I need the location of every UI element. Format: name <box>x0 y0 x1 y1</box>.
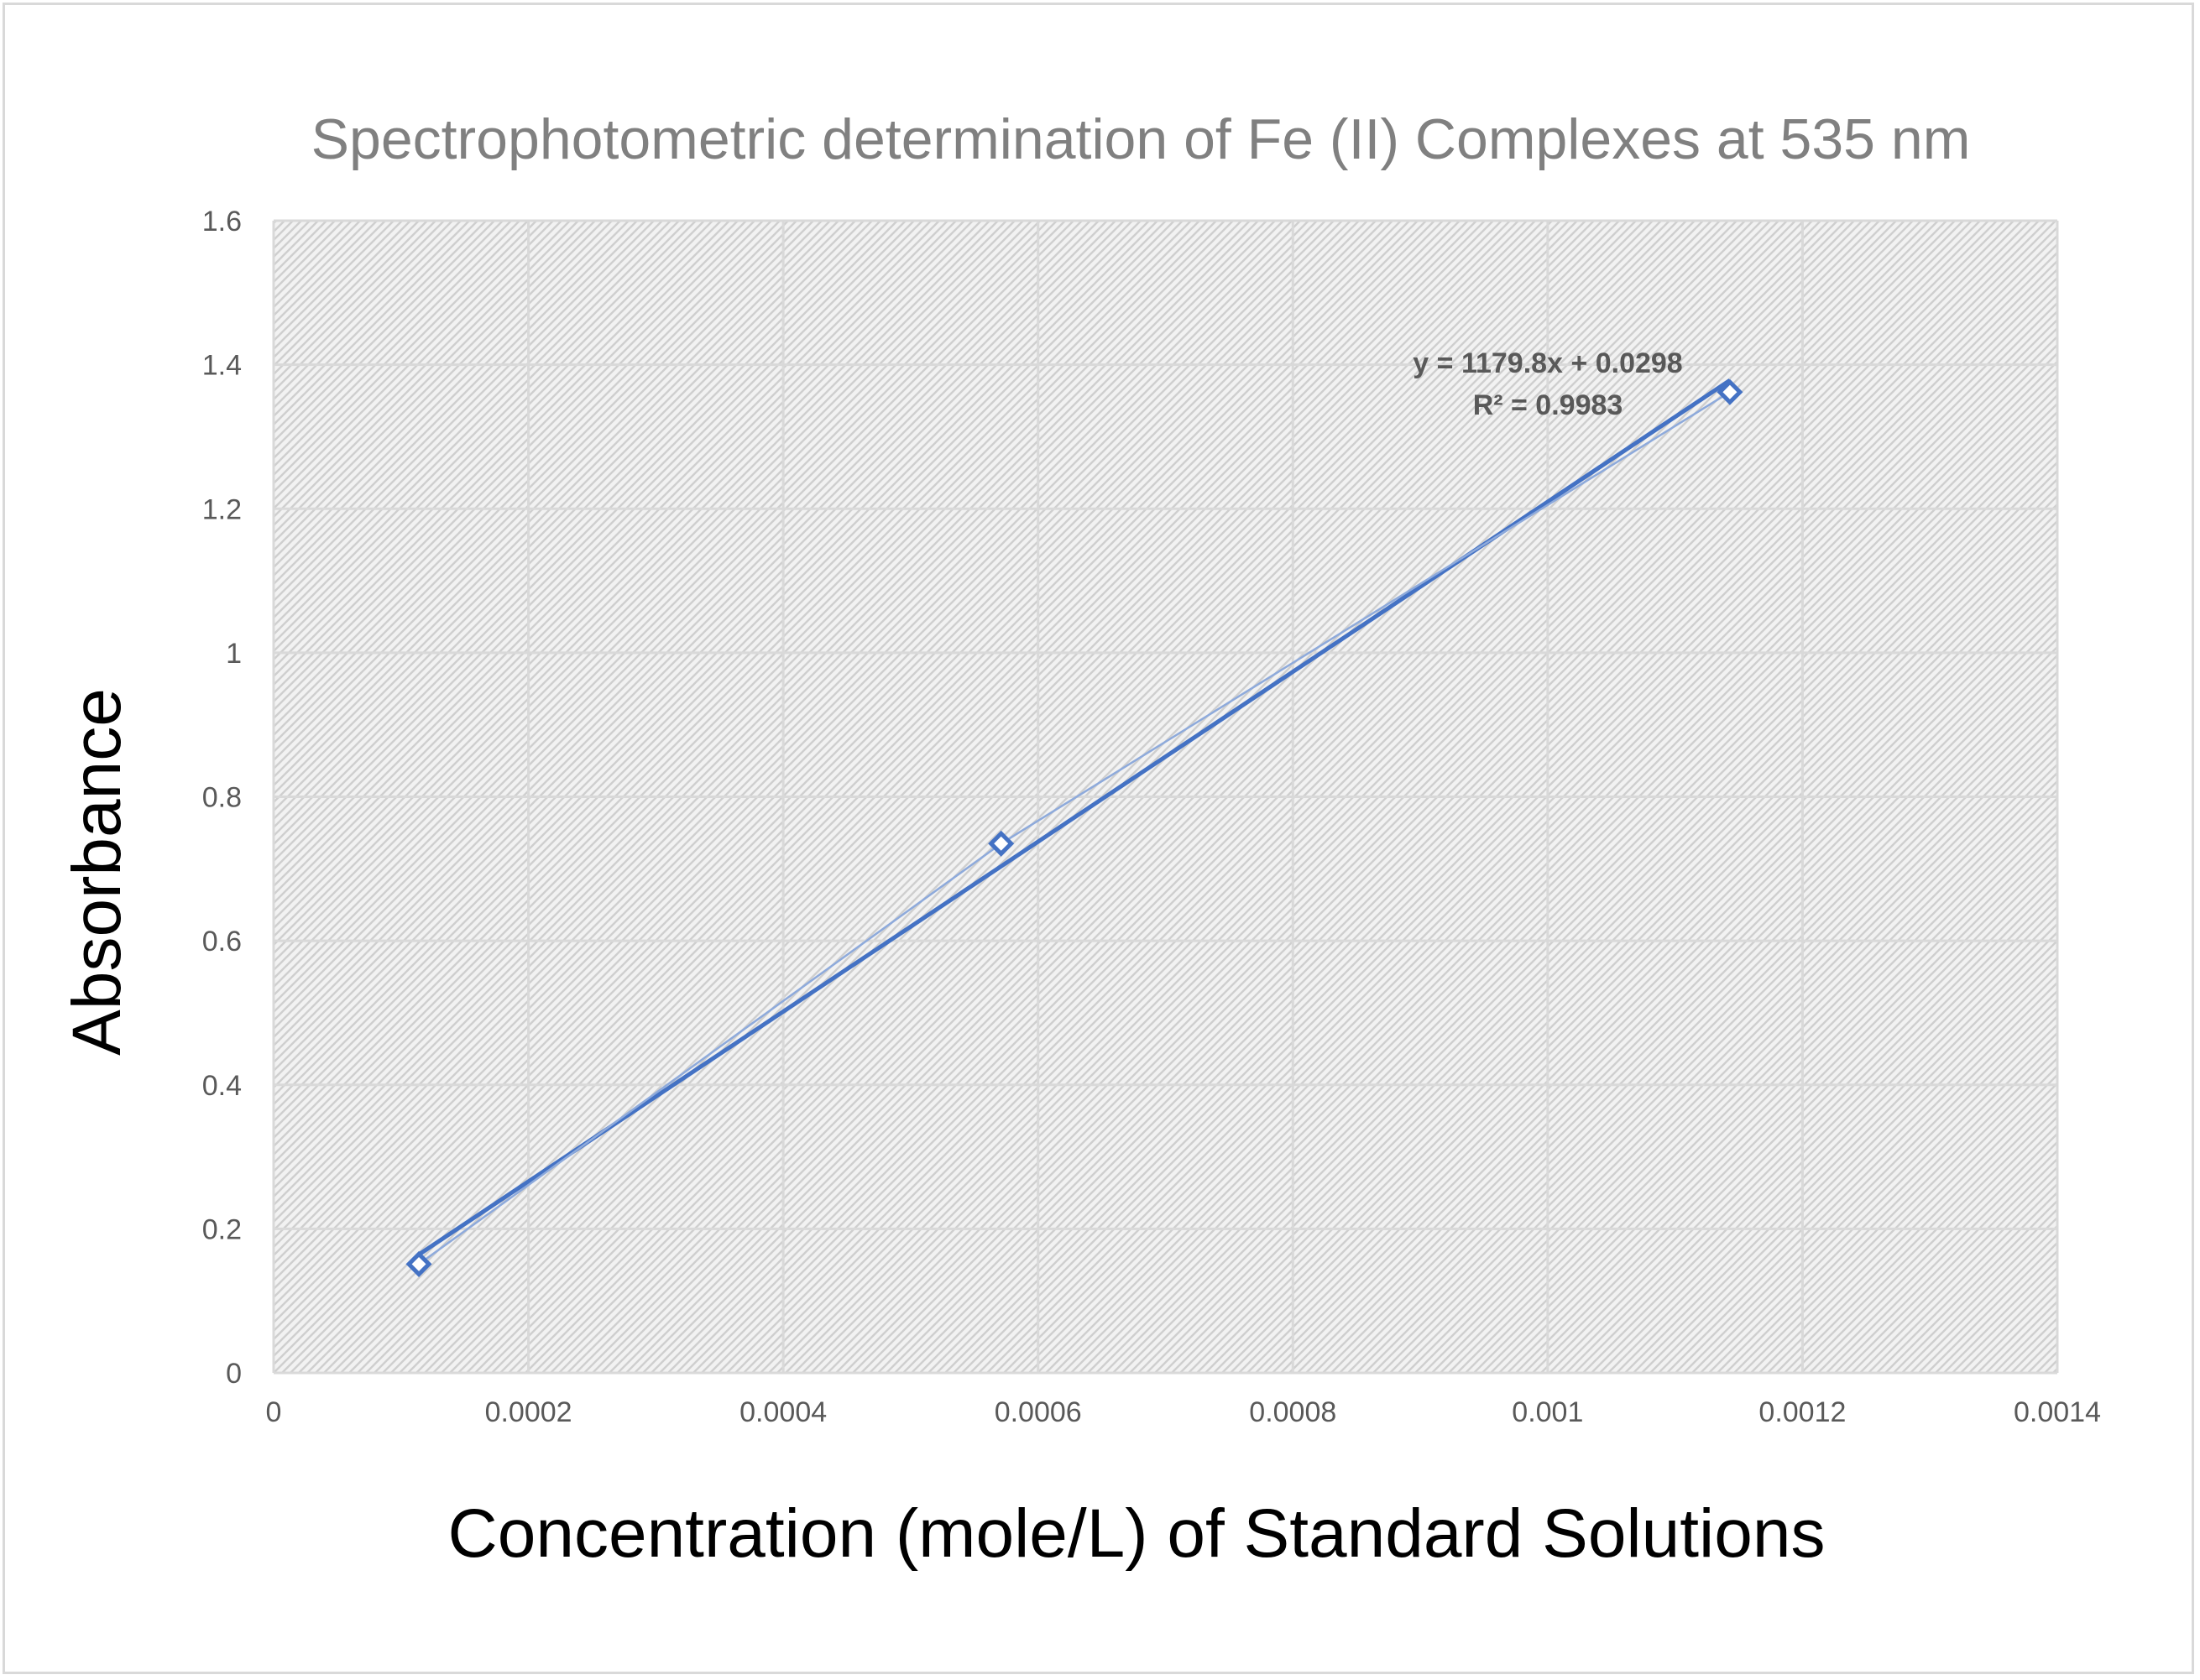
y-tick-label: 0.8 <box>202 782 242 814</box>
y-tick-label: 1.2 <box>202 493 242 525</box>
data-points <box>405 378 1743 1277</box>
y-tick-label: 0.2 <box>202 1213 242 1245</box>
trendline-equation: y = 1179.8x + 0.0298 <box>1413 347 1682 379</box>
y-tick-label: 1.6 <box>202 206 242 237</box>
y-tick-label: 0.4 <box>202 1070 242 1102</box>
data-point <box>988 830 1015 857</box>
x-axis-ticks: 0 0.0002 0.0004 0.0006 0.0008 0.001 0.0012 0.00… <box>266 1396 2101 1428</box>
y-axis-ticks: 0 0.2 0.4 0.6 0.8 1 1.2 1.4 1.6 <box>202 206 242 1390</box>
trendline-r-squared: R² = 0.9983 <box>1473 389 1623 421</box>
y-tick-label: 1 <box>226 638 242 670</box>
x-tick-label: 0.0004 <box>739 1396 827 1428</box>
y-tick-label: 0.6 <box>202 926 242 957</box>
y-tick-label: 1.4 <box>202 350 242 382</box>
chart-frame: Spectrophotometric determination of Fe (… <box>3 3 2194 1674</box>
x-tick-label: 0 <box>266 1396 282 1428</box>
data-point <box>1717 378 1743 405</box>
x-tick-label: 0.0002 <box>485 1396 572 1428</box>
y-tick-label: 0 <box>226 1358 242 1390</box>
x-tick-label: 0.0012 <box>1758 1396 1846 1428</box>
x-axis-title: Concentration (mole/L) of Standard Solut… <box>448 1495 1826 1572</box>
x-tick-label: 0.001 <box>1512 1396 1583 1428</box>
x-tick-label: 0.0006 <box>995 1396 1082 1428</box>
x-tick-label: 0.0014 <box>2014 1396 2101 1428</box>
chart-title: Spectrophotometric determination of Fe (… <box>311 107 1971 171</box>
y-axis-title: Absorbance <box>59 688 135 1056</box>
data-point <box>405 1250 432 1277</box>
x-tick-label: 0.0008 <box>1249 1396 1336 1428</box>
chart-svg: Spectrophotometric determination of Fe (… <box>59 107 2101 1572</box>
trendline <box>417 378 1732 1257</box>
